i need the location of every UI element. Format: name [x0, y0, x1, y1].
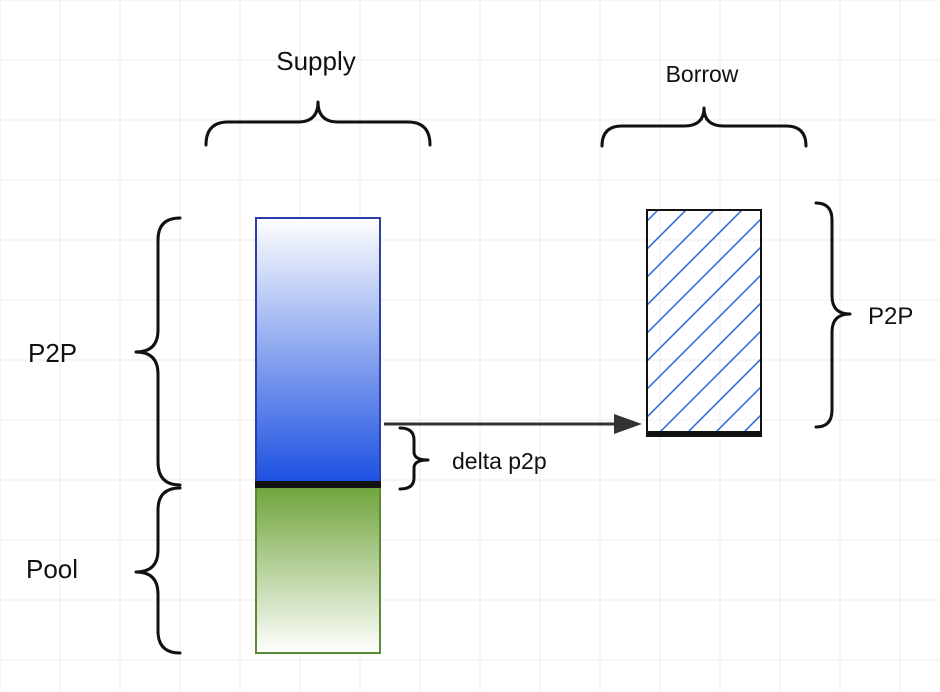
borrow-label: Borrow: [666, 61, 739, 87]
supply-pool-segment: [255, 485, 381, 654]
delta-label: delta p2p: [452, 448, 547, 474]
delta-brace: [398, 426, 430, 491]
p2p-supply-label: P2P: [28, 338, 77, 368]
borrow-p2p-box: [646, 209, 762, 435]
supply-separator-line: [255, 481, 381, 488]
pool-brace: [134, 486, 182, 655]
supply-p2p-segment: [255, 217, 381, 485]
p2p-borrow-label: P2P: [868, 303, 913, 330]
supply-label: Supply: [276, 46, 356, 76]
supply-brace: [204, 100, 432, 147]
p2p-borrow-brace: [814, 201, 852, 429]
delta-arrow-head: [614, 414, 642, 434]
pool-label: Pool: [26, 554, 78, 584]
borrow-bottom-line: [646, 431, 762, 437]
borrow-brace: [600, 106, 808, 148]
p2p-supply-brace: [134, 216, 182, 487]
